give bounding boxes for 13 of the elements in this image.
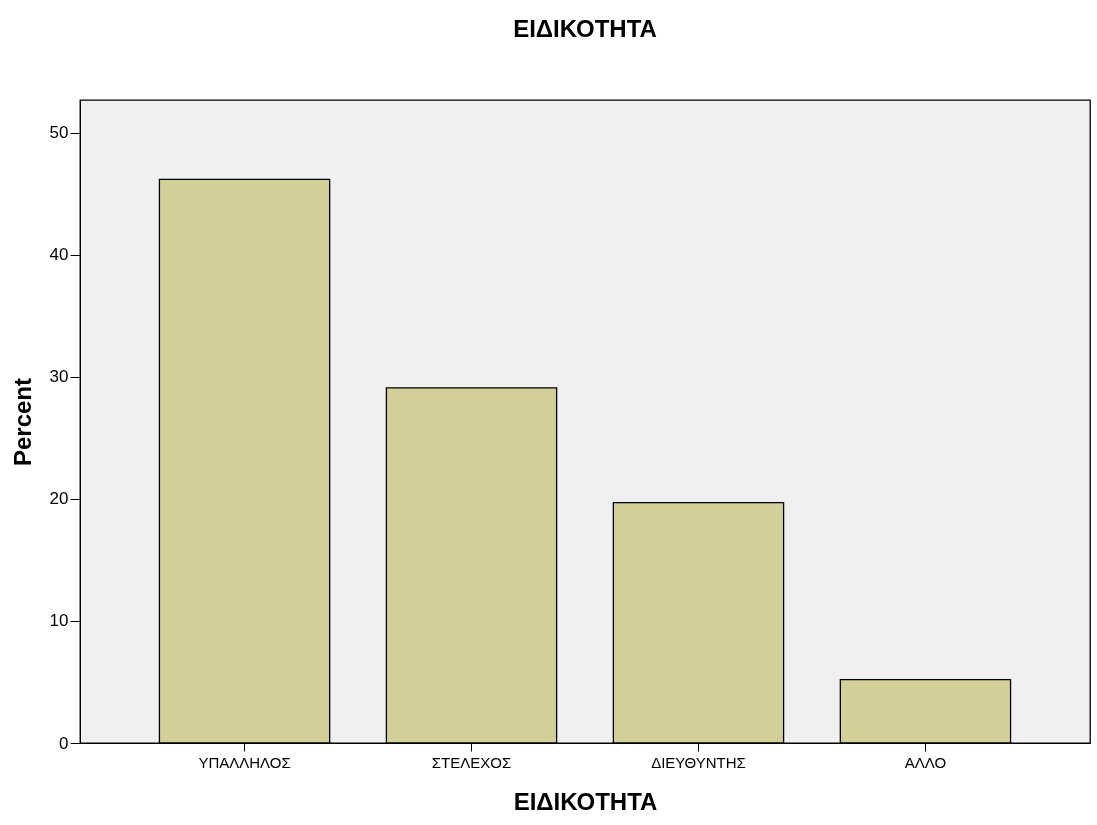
y-tick-label: 0 — [59, 733, 69, 753]
x-tick-label: ΔΙΕΥΘΥΝΤΗΣ — [651, 753, 746, 771]
y-tick-label: 40 — [49, 245, 69, 265]
y-tick-label: 10 — [49, 611, 69, 631]
y-tick-label: 20 — [49, 489, 69, 509]
x-tick-label: ΣΤΕΛΕΧΟΣ — [431, 753, 512, 771]
chart-title: ΕΙΔΙΚΟΤΗΤΑ — [513, 15, 657, 42]
x-tick-label: ΥΠΑΛΛΗΛΟΣ — [198, 753, 291, 771]
y-tick-label: 50 — [49, 123, 69, 143]
x-tick-label: ΑΛΛΟ — [904, 753, 947, 771]
y-axis-title: Percent — [8, 377, 36, 467]
x-axis-title: ΕΙΔΙΚΟΤΗΤΑ — [513, 787, 658, 815]
y-tick-label: 30 — [49, 367, 69, 387]
